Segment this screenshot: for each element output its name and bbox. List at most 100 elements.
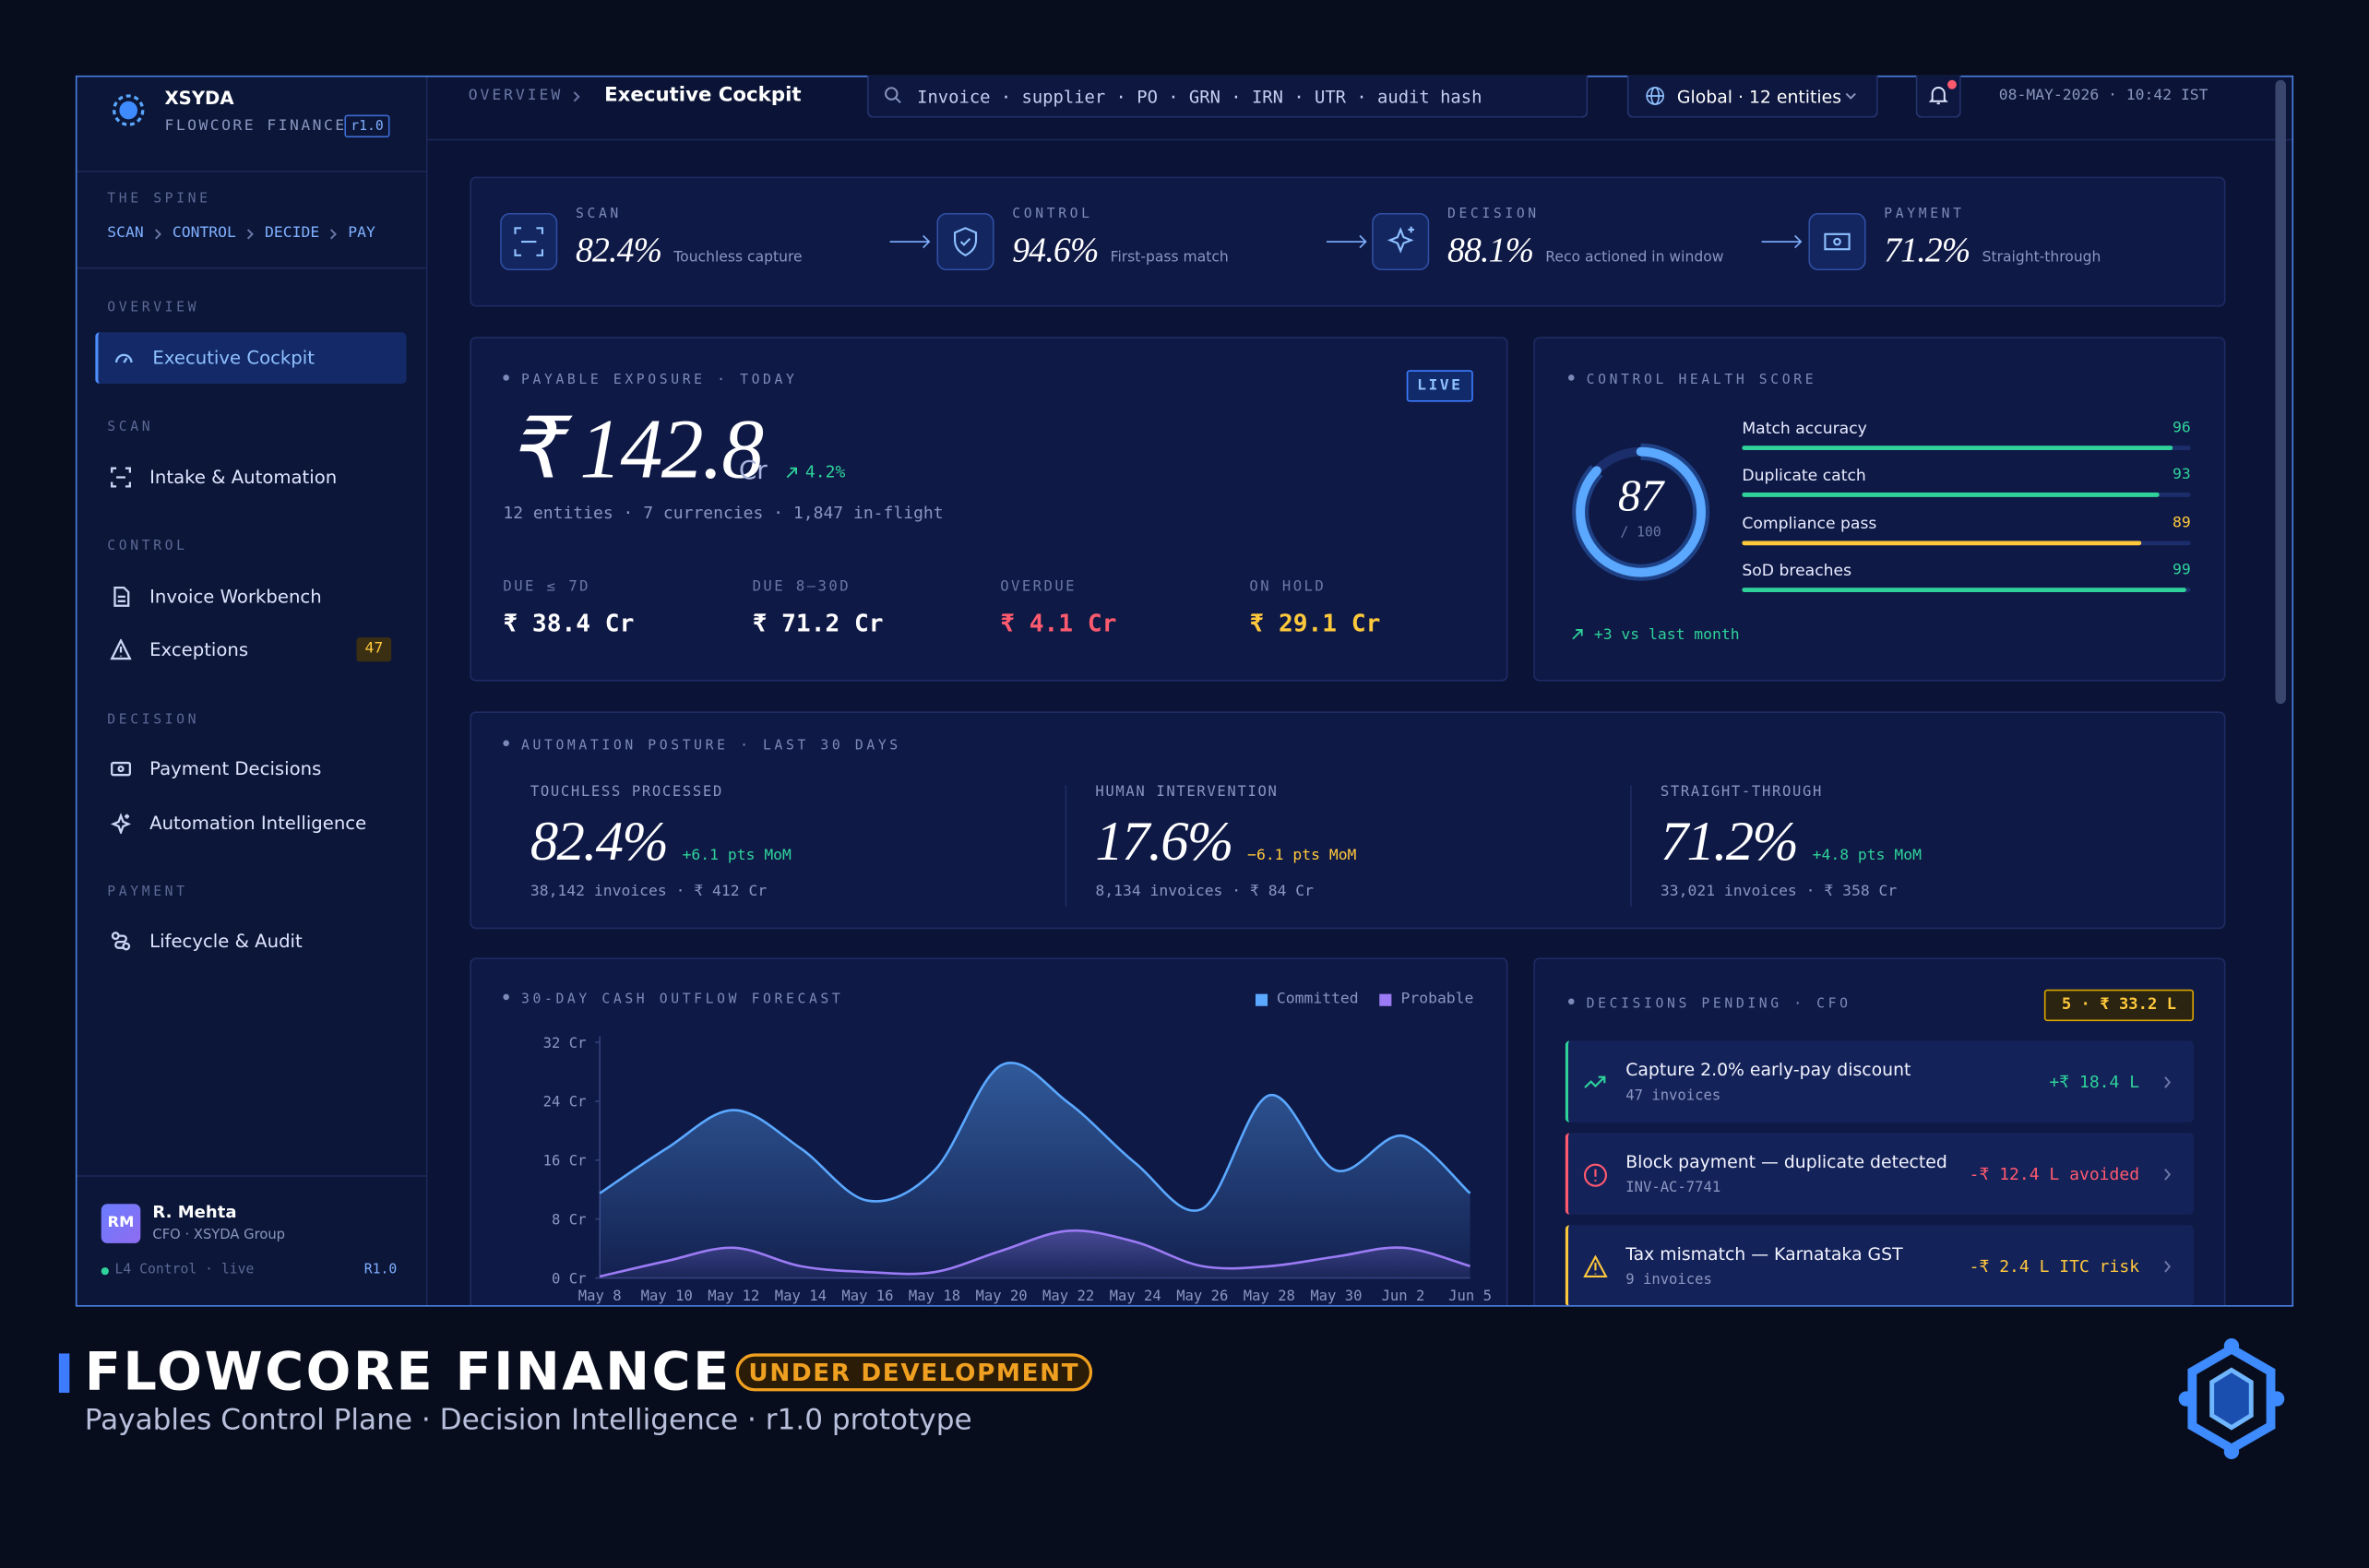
- auto-row: 82.4% +6.1 pts MoM: [530, 810, 792, 874]
- spine-step: DECIDE: [265, 225, 320, 243]
- y-tick-label: 32 Cr: [543, 1035, 587, 1051]
- forecast-chart: 0 Cr 8 Cr 16 Cr 24 Cr 32 Cr May 8 May 10 May 12…: [543, 1035, 1492, 1304]
- auto-label: STRAIGHT-THROUGH: [1660, 783, 1823, 802]
- decision-row[interactable]: [1565, 1225, 2195, 1306]
- icon-glyph: [953, 227, 978, 256]
- footer-logo: [2178, 1338, 2285, 1460]
- decision-icon: [1583, 1254, 1608, 1277]
- spine-label: THE SPINE: [107, 191, 211, 208]
- metric-bar: [1742, 587, 2191, 592]
- breadcrumb-root[interactable]: OVERVIEW: [468, 87, 564, 105]
- card-title: CONTROL HEALTH SCORE: [1567, 374, 1816, 388]
- metric-name: SoD breaches: [1742, 562, 1852, 580]
- nav-item[interactable]: Intake & Automation: [95, 452, 406, 504]
- nav-item[interactable]: Lifecycle & Audit: [95, 915, 406, 967]
- health-ring: [1572, 443, 1710, 581]
- kpi-icon: [1372, 212, 1430, 271]
- auto-detail: 33,021 invoices · ₹ 358 Cr: [1660, 884, 1898, 901]
- x-tick-label: May 18: [909, 1288, 960, 1304]
- bucket-value: ₹ 4.1 Cr: [1000, 609, 1117, 638]
- nav-badge: 47: [356, 637, 392, 662]
- icon-glyph: [1387, 226, 1414, 254]
- decision-row[interactable]: [1565, 1040, 2195, 1123]
- nav-item[interactable]: Invoice Workbench: [95, 571, 406, 623]
- series-line: [599, 1229, 1470, 1278]
- spine-step: PAY: [348, 225, 375, 243]
- auto-delta: −6.1 pts MoM: [1247, 847, 1357, 864]
- icon: [110, 813, 132, 835]
- search-box[interactable]: [867, 75, 1589, 118]
- lower-clip: 30-DAY CASH OUTFLOW FORECAST Committed Pr…: [470, 957, 2226, 1306]
- arrow: [1326, 234, 1367, 249]
- sidebar: [77, 77, 428, 1306]
- icon-glyph: [514, 227, 544, 256]
- health-card: [1533, 337, 2226, 682]
- scope-selector[interactable]: [1626, 75, 1878, 118]
- health-max: / 100: [1620, 525, 1661, 541]
- up-arrow: [786, 467, 797, 479]
- nav-item[interactable]: Automation Intelligence: [95, 798, 406, 849]
- bucket-label: OVERDUE: [1000, 578, 1077, 596]
- auto-value: 17.6%: [1095, 811, 1233, 873]
- icon-glyph: [1824, 232, 1851, 251]
- bucket-label: DUE 8–30D: [752, 578, 851, 596]
- globe-icon: [1646, 87, 1664, 105]
- chevron: [573, 91, 580, 102]
- scrollbar: [2275, 79, 2286, 705]
- icon-glyph: [1584, 1075, 1606, 1088]
- notification-dot: [1947, 79, 1957, 89]
- chevron: [155, 228, 162, 239]
- decision-amount: +₹ 18.4 L: [2049, 1072, 2140, 1093]
- divider: [77, 1175, 426, 1177]
- chevron: [247, 228, 255, 239]
- nav-label: Intake & Automation: [149, 467, 338, 488]
- auto-detail: 38,142 invoices · ₹ 412 Cr: [530, 884, 768, 901]
- card-title: AUTOMATION POSTURE · LAST 30 DAYS: [503, 739, 900, 754]
- kpi-stage: DECISION: [1446, 207, 1540, 222]
- kpi-caption: Touchless capture: [673, 249, 803, 267]
- area-fill: [600, 1230, 1470, 1278]
- up-arrow: [1572, 629, 1583, 640]
- auto-value: 82.4%: [530, 811, 669, 873]
- divider: [1065, 785, 1067, 907]
- nav-item[interactable]: Exceptions: [95, 624, 406, 675]
- x-tick-label: May 14: [775, 1288, 827, 1304]
- nav-item-active[interactable]: Executive Cockpit: [95, 332, 407, 384]
- search-placeholder: Invoice · supplier · PO · GRN · IRN · UT…: [917, 86, 1482, 108]
- x-tick-label: May 30: [1310, 1288, 1362, 1304]
- series-line: [599, 1062, 1471, 1212]
- x-tick-label: May 26: [1176, 1288, 1228, 1304]
- avatar: RM: [101, 1204, 141, 1243]
- decision-title: Tax mismatch — Karnataka GST: [1625, 1242, 1903, 1265]
- scope-label: Global · 12 entities: [1676, 86, 1842, 108]
- decision-icon: [1584, 1075, 1606, 1088]
- metric-name: Match accuracy: [1742, 420, 1867, 438]
- metric-name: Duplicate catch: [1742, 467, 1866, 486]
- kpi-row: 71.2% Straight-through: [1884, 232, 2101, 271]
- exposure-card: [470, 337, 1508, 682]
- decision-row[interactable]: [1565, 1133, 2195, 1215]
- kpi-stage: PAYMENT: [1884, 207, 1965, 222]
- decision-title: Capture 2.0% early-pay discount: [1625, 1059, 1911, 1080]
- y-tick-label: 8 Cr: [552, 1211, 586, 1228]
- x-tick-label: May 24: [1110, 1288, 1161, 1304]
- chevron-glyph: [2164, 1260, 2172, 1273]
- nav-item[interactable]: Payment Decisions: [95, 743, 406, 795]
- auto-row: 17.6% −6.1 pts MoM: [1095, 810, 1356, 874]
- decision-detail: INV-AC-7741: [1625, 1180, 1721, 1197]
- auto-delta: +6.1 pts MoM: [682, 847, 792, 864]
- metric-value: 89: [2173, 514, 2191, 531]
- x-tick-label: May 20: [975, 1288, 1027, 1304]
- title-text: 30-DAY CASH OUTFLOW FORECAST: [521, 992, 844, 1008]
- arrow: [889, 234, 931, 249]
- divider: [1630, 785, 1632, 907]
- kpi-value: 88.1%: [1446, 231, 1534, 269]
- brand-logo: [113, 94, 145, 126]
- icon-box: [1808, 212, 1866, 271]
- kpi-caption: Straight-through: [1982, 249, 2101, 267]
- x-tick-label: May 12: [708, 1288, 759, 1304]
- icon: [111, 467, 131, 488]
- decisions-badge: 5 · ₹ 33.2 L: [2043, 989, 2195, 1022]
- icon-box: [1372, 212, 1430, 271]
